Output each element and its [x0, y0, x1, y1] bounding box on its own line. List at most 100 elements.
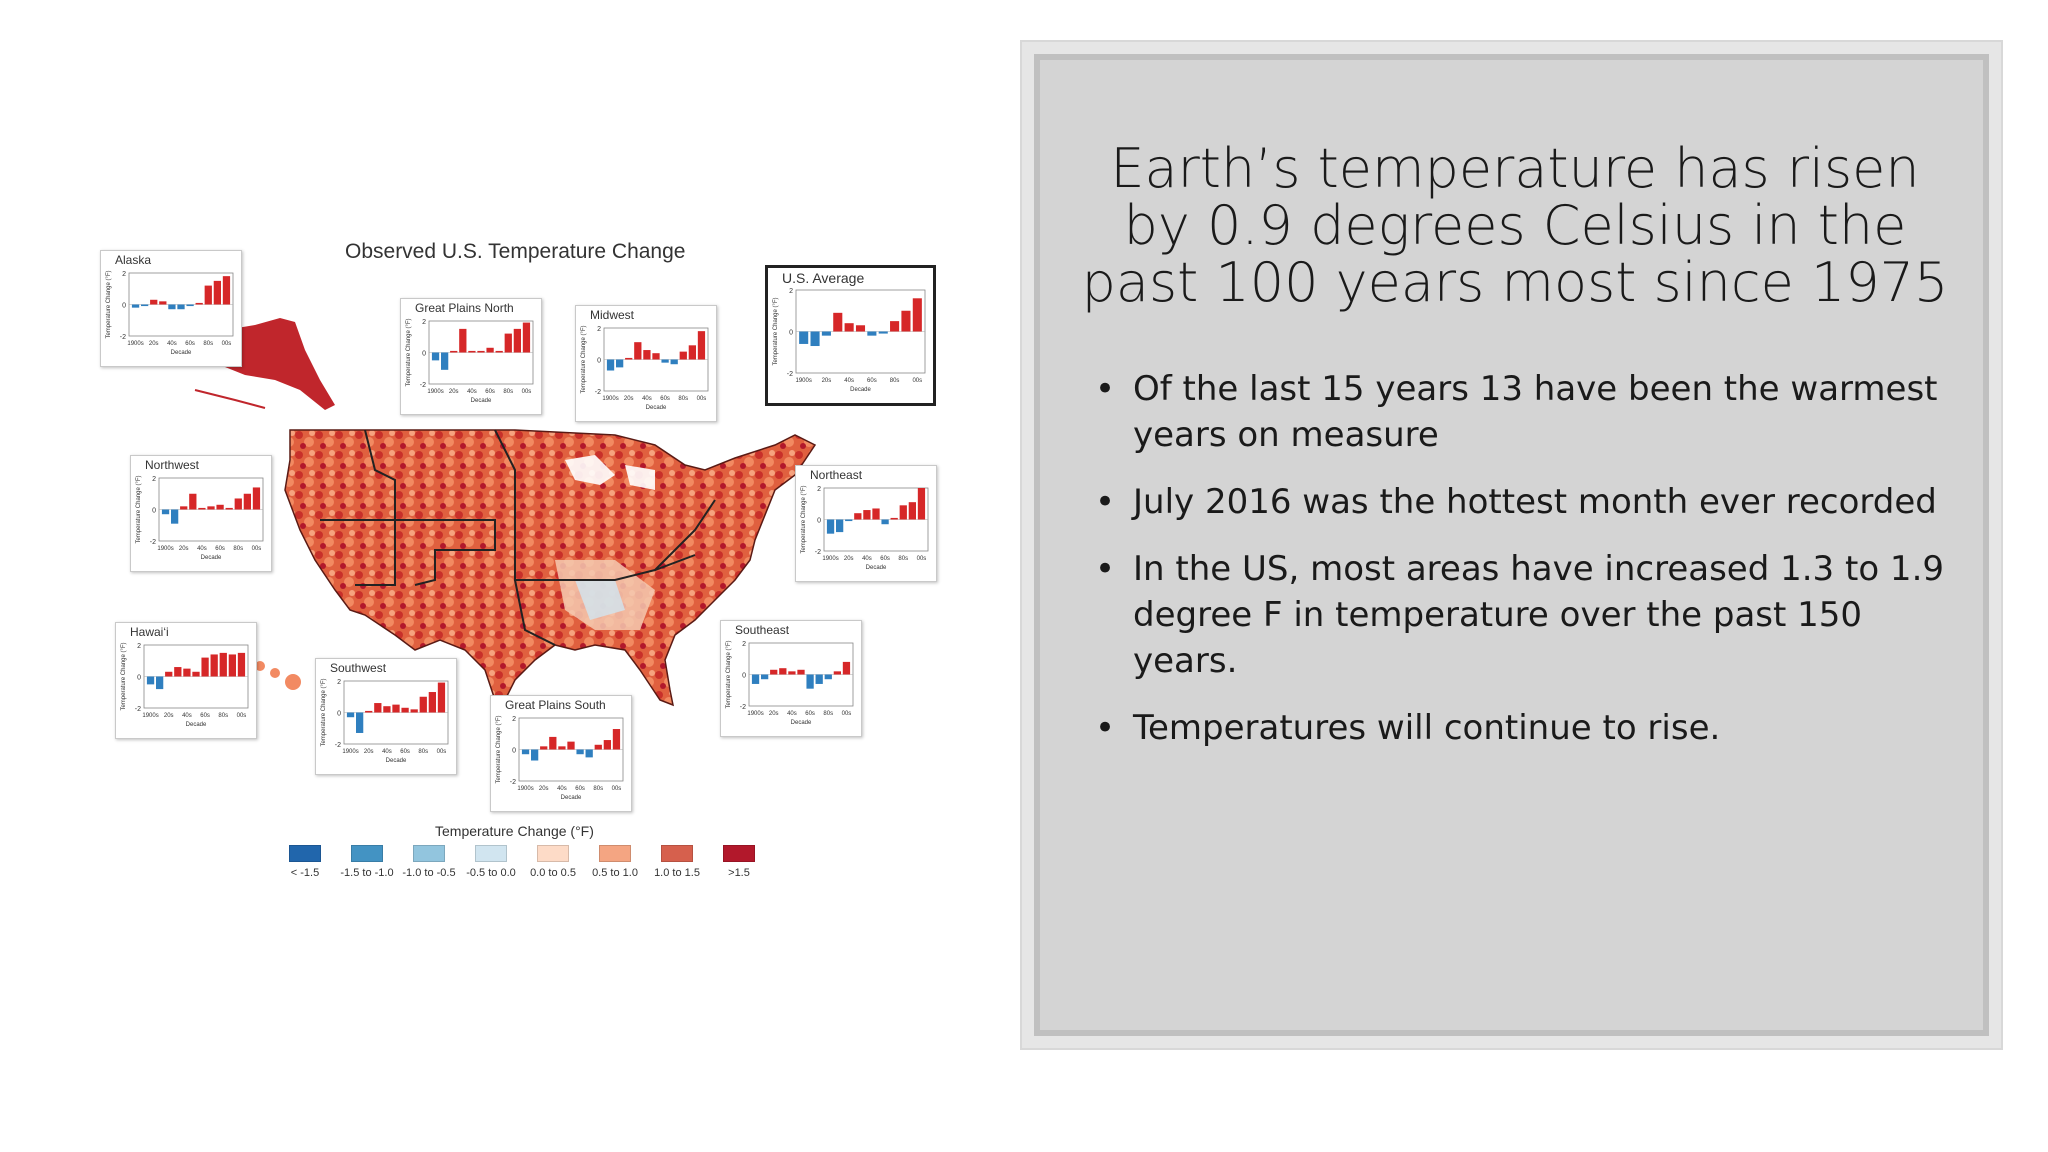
- y-axis-label: Temperature Change (°F): [581, 325, 587, 393]
- bar-30s: [189, 493, 197, 510]
- bar-1900s: [826, 519, 835, 534]
- inset-title: Southwest: [330, 661, 387, 675]
- bar-10s: [356, 712, 364, 733]
- bar-30s: [634, 342, 642, 360]
- bar-20s: [625, 357, 633, 360]
- legend-item: < -1.5: [275, 845, 335, 879]
- bar-20s: [150, 299, 158, 305]
- y-tick-label: 2: [122, 271, 126, 278]
- x-tick-label: 00s: [842, 711, 852, 717]
- x-axis-label: Decade: [791, 720, 812, 726]
- legend-swatch: [351, 845, 383, 862]
- x-tick-label: 1900s: [127, 341, 143, 347]
- bar-50s: [477, 350, 485, 353]
- x-tick-label: 00s: [912, 378, 922, 384]
- bullet-item: • July 2016 was the hottest month ever re…: [1095, 479, 1975, 525]
- x-tick-label: 80s: [418, 749, 428, 755]
- inset-title: Alaska: [115, 253, 152, 267]
- legend-label: -1.5 to -1.0: [340, 867, 394, 879]
- bar-20s: [821, 331, 831, 336]
- x-tick-label: 80s: [203, 341, 213, 347]
- x-tick-label: 1900s: [342, 749, 358, 755]
- bullet-item: • Of the last 15 years 13 have been the w…: [1095, 366, 1975, 458]
- x-axis-label: Decade: [850, 387, 871, 393]
- bar-30s: [374, 703, 382, 713]
- y-tick-label: -2: [150, 539, 156, 546]
- bar-90s: [833, 671, 841, 675]
- bar-50s: [855, 325, 866, 332]
- y-tick-label: 2: [152, 476, 156, 483]
- bar-20s: [180, 506, 188, 510]
- x-tick-label: 80s: [233, 546, 243, 552]
- x-tick-label: 20s: [149, 341, 159, 347]
- legend-label: 0.5 to 1.0: [592, 867, 638, 879]
- y-tick-label: -2: [815, 549, 821, 556]
- x-tick-label: 60s: [185, 341, 195, 347]
- legend-title: Temperature Change (°F): [435, 823, 594, 839]
- x-tick-label: 80s: [823, 711, 833, 717]
- inset-chart-hawai-i: Hawai‘i 2 0 -2 Temperature Change (°F) 1900s 2…: [115, 622, 257, 739]
- bar-60s: [186, 304, 194, 307]
- bullet-marker: •: [1095, 369, 1116, 409]
- bar-90s: [901, 310, 911, 332]
- bullet-item: • In the US, most areas have increased 1.…: [1095, 546, 1975, 684]
- bar-50s: [567, 741, 575, 750]
- bar-1900s: [161, 509, 170, 515]
- x-tick-label: 1900s: [157, 546, 173, 552]
- y-tick-label: 2: [817, 486, 821, 493]
- bar-50s: [177, 304, 185, 310]
- bar-80s: [204, 285, 212, 305]
- bar-50s: [872, 508, 880, 520]
- y-tick-label: 0: [152, 508, 156, 515]
- legend-item: >1.5: [709, 845, 769, 879]
- bullet-text: Of the last 15 years 13 have been the wa…: [1133, 369, 1938, 455]
- x-tick-label: 60s: [805, 711, 815, 717]
- bar-80s: [234, 498, 242, 510]
- legend-item: 0.0 to 0.5: [523, 845, 583, 879]
- bar-20s: [845, 519, 853, 522]
- inset-plot: 2 0 -2 Temperature Change (°F) 1900s 20s 40s 60…: [773, 288, 926, 393]
- legend-swatch: [537, 845, 569, 862]
- x-tick-label: 00s: [437, 749, 447, 755]
- legend-item: 0.5 to 1.0: [585, 845, 645, 879]
- x-tick-label: 60s: [215, 546, 225, 552]
- bar-90s: [228, 654, 236, 677]
- x-tick-label: 80s: [678, 396, 688, 402]
- bar-20s: [770, 669, 778, 675]
- y-axis-label: Temperature Change (°F): [121, 642, 127, 710]
- y-tick-label: 0: [817, 518, 821, 525]
- bar-90s: [243, 493, 251, 510]
- y-tick-label: 0: [337, 711, 341, 718]
- x-tick-label: 20s: [822, 378, 832, 384]
- x-tick-label: 40s: [557, 786, 567, 792]
- temperature-figure: Observed U.S. Temperature Change Alaska 2…: [95, 230, 955, 900]
- bar-00s: [697, 331, 706, 360]
- bar-60s: [201, 657, 209, 677]
- legend-item: -0.5 to 0.0: [461, 845, 521, 879]
- legend-swatch: [599, 845, 631, 862]
- x-axis-label: Decade: [471, 398, 492, 404]
- bar-80s: [679, 351, 687, 360]
- x-tick-label: 40s: [197, 546, 207, 552]
- legend-label: 0.0 to 0.5: [530, 867, 576, 879]
- x-tick-label: 1900s: [796, 378, 812, 384]
- inset-chart-southeast: Southeast 2 0 -2 Temperature Change (°F) 1900…: [720, 620, 862, 737]
- x-tick-label: 60s: [485, 389, 495, 395]
- y-tick-label: 0: [422, 351, 426, 358]
- bar-00s: [522, 322, 531, 353]
- x-axis-label: Decade: [386, 758, 407, 764]
- bar-00s: [252, 487, 261, 510]
- bar-40s: [383, 706, 391, 713]
- bar-70s: [815, 674, 823, 684]
- bar-60s: [486, 347, 494, 353]
- x-axis-label: Decade: [866, 565, 887, 571]
- bar-20s: [540, 746, 548, 750]
- bar-90s: [688, 345, 696, 360]
- inset-chart-u-s-average: U.S. Average 2 0 -2 Temperature Change (°F) 1…: [765, 265, 936, 406]
- y-axis-label: Temperature Change (°F): [726, 640, 732, 708]
- bar-30s: [159, 301, 167, 305]
- x-tick-label: 60s: [400, 749, 410, 755]
- bar-90s: [908, 502, 916, 520]
- legend-swatch: [723, 845, 755, 862]
